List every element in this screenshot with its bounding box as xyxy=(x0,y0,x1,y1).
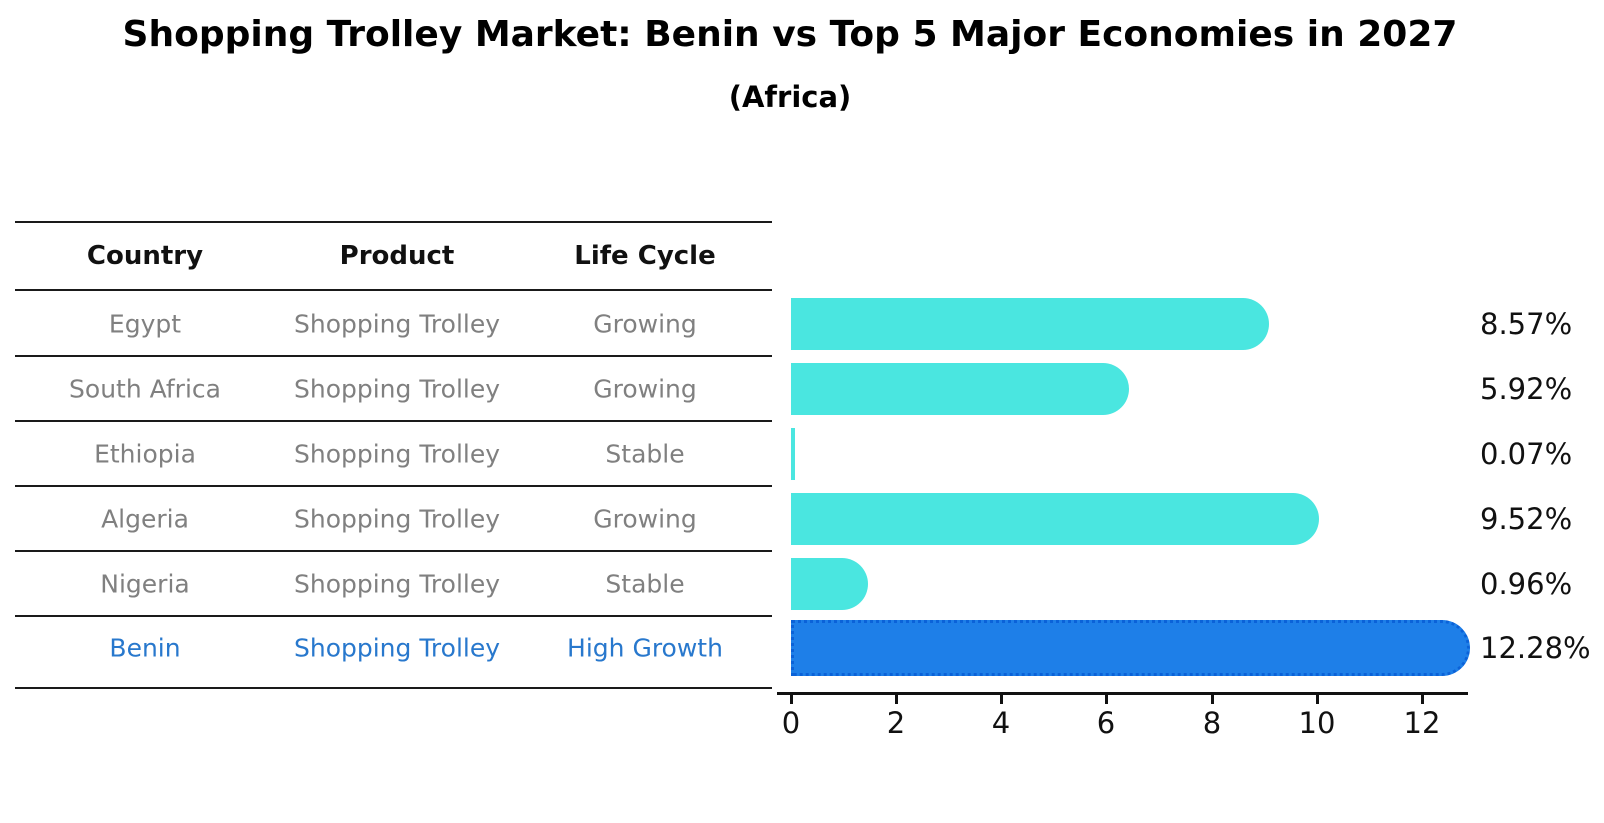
page-title: Shopping Trolley Market: Benin vs Top 5 … xyxy=(122,14,1458,55)
value-label-nigeria: 0.96% xyxy=(1480,567,1573,601)
page-subtitle: (Africa) xyxy=(728,80,852,114)
table-cell-country: South Africa xyxy=(69,374,221,404)
table-cell-life-cycle: Growing xyxy=(593,374,697,404)
comparison-table: Country Product Life Cycle Egypt Shoppin… xyxy=(0,0,772,823)
value-label-algeria: 9.52% xyxy=(1480,502,1573,536)
table-cell-product: Shopping Trolley xyxy=(293,439,501,469)
x-axis-tick-label: 12 xyxy=(1403,706,1441,740)
value-label-egypt: 8.57% xyxy=(1480,307,1573,341)
x-axis-tick-label: 6 xyxy=(1096,706,1116,740)
table-header-country: Country xyxy=(86,241,204,271)
bar-ethiopia xyxy=(791,428,795,480)
table-border-header xyxy=(15,289,772,291)
x-axis-tick-label: 0 xyxy=(781,706,801,740)
table-cell-country: Nigeria xyxy=(100,569,190,599)
table-border-row xyxy=(15,615,772,617)
value-label-south-africa: 5.92% xyxy=(1480,372,1573,406)
x-axis-tick xyxy=(790,695,793,704)
table-cell-product: Shopping Trolley xyxy=(293,309,501,339)
value-label-benin: 12.28% xyxy=(1480,631,1591,665)
value-label-ethiopia: 0.07% xyxy=(1480,437,1573,471)
x-axis-tick xyxy=(1211,695,1214,704)
table-cell-country: Egypt xyxy=(108,309,182,339)
table-header-life-cycle: Life Cycle xyxy=(574,241,716,271)
x-axis-tick-label: 2 xyxy=(886,706,906,740)
table-border-row xyxy=(15,485,772,487)
table-cell-life-cycle: Stable xyxy=(605,569,685,599)
table-cell-country: Algeria xyxy=(101,504,189,534)
table-border-row xyxy=(15,355,772,357)
bar-benin xyxy=(791,620,1470,676)
table-cell-life-cycle: Growing xyxy=(593,309,697,339)
table-cell-country: Ethiopia xyxy=(94,439,196,469)
x-axis-tick xyxy=(1000,695,1003,704)
bar-south-africa xyxy=(791,363,1129,415)
table-border-row xyxy=(15,550,772,552)
table-header-product: Product xyxy=(339,241,455,271)
table-cell-life-cycle: Stable xyxy=(605,439,685,469)
table-cell-life-cycle: High Growth xyxy=(567,633,723,663)
x-axis-tick xyxy=(895,695,898,704)
table-cell-country: Benin xyxy=(109,633,181,663)
x-axis-tick xyxy=(1421,695,1424,704)
bar-egypt xyxy=(791,298,1269,350)
table-cell-product: Shopping Trolley xyxy=(293,569,501,599)
table-cell-product: Shopping Trolley xyxy=(293,374,501,404)
table-border-row xyxy=(15,420,772,422)
x-axis-tick xyxy=(1316,695,1319,704)
table-cell-life-cycle: Growing xyxy=(593,504,697,534)
table-border-top xyxy=(15,221,772,223)
x-axis-tick-label: 10 xyxy=(1298,706,1336,740)
x-axis-tick-label: 8 xyxy=(1202,706,1222,740)
x-axis-tick xyxy=(1105,695,1108,704)
x-axis-line xyxy=(777,692,1468,695)
table-cell-product: Shopping Trolley xyxy=(293,633,501,663)
table-border-bottom xyxy=(15,687,772,689)
bar-algeria xyxy=(791,493,1319,545)
bar-nigeria xyxy=(791,558,868,610)
table-cell-product: Shopping Trolley xyxy=(293,504,501,534)
x-axis-tick-label: 4 xyxy=(991,706,1011,740)
